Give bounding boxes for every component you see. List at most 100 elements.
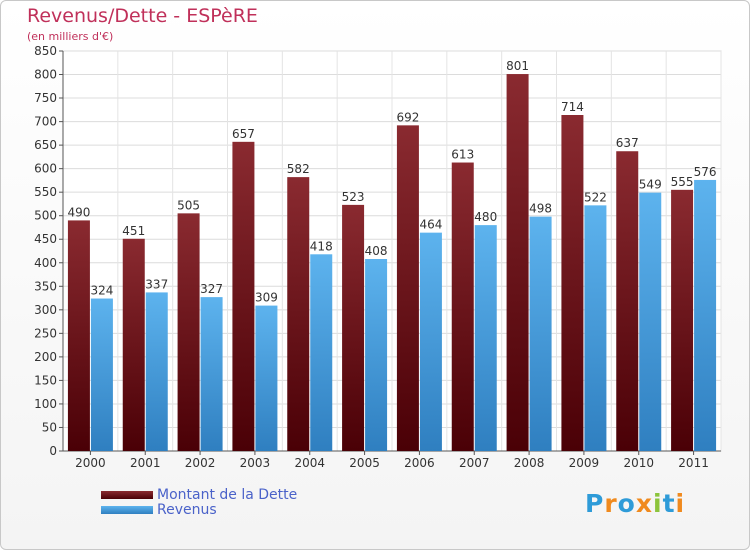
y-tick-label: 800 — [34, 68, 57, 82]
bar-chart: 0 50 100 150 200 250 300 350 400 450 500 550 600 650 7… — [34, 44, 722, 470]
x-tick-label: 2008 — [514, 456, 545, 470]
y-tick-label: 600 — [34, 162, 57, 176]
y-tick-label: 750 — [34, 91, 57, 105]
data-label-dette: 613 — [451, 148, 474, 162]
data-label-dette: 657 — [232, 127, 255, 141]
data-label-revenus: 464 — [419, 218, 442, 232]
data-label-dette: 714 — [561, 100, 584, 114]
logo-letter: o — [617, 489, 636, 518]
bar-dette — [287, 177, 310, 451]
bar-dette — [561, 115, 584, 451]
bar-dette — [67, 220, 90, 451]
legend-swatch-revenus — [101, 505, 153, 514]
data-label-revenus: 498 — [529, 202, 552, 216]
data-label-dette: 637 — [616, 136, 639, 150]
bar-revenus — [145, 292, 168, 451]
legend-swatch-dette — [101, 490, 153, 499]
legend-item-revenus: Revenus — [101, 501, 297, 518]
x-tick-label: 2011 — [678, 456, 709, 470]
x-tick-label: 2005 — [349, 456, 380, 470]
y-tick-label: 450 — [34, 232, 57, 246]
y-tick-label: 400 — [34, 256, 57, 270]
data-label-revenus: 576 — [694, 165, 717, 179]
logo-letter: i — [653, 489, 663, 518]
bar-revenus — [584, 205, 607, 451]
chart-title: Revenus/Dette - ESPèRE — [27, 5, 258, 27]
data-label-dette: 523 — [342, 190, 365, 204]
bar-dette — [671, 189, 694, 451]
legend-label-revenus: Revenus — [157, 501, 217, 518]
bar-dette — [177, 213, 200, 451]
data-label-dette: 801 — [506, 59, 529, 73]
bar-revenus — [200, 297, 223, 451]
y-tick-label: 100 — [34, 397, 57, 411]
y-tick-label: 350 — [34, 279, 57, 293]
bar-dette — [122, 238, 145, 451]
x-tick-label: 2007 — [459, 456, 490, 470]
chart-subtitle: (en milliers d'€) — [27, 30, 114, 43]
x-tick-label: 2000 — [75, 456, 106, 470]
bar-revenus — [529, 216, 552, 451]
bar-revenus — [694, 179, 717, 452]
bar-revenus — [365, 259, 388, 451]
data-label-dette: 582 — [287, 162, 310, 176]
logo-letter: r — [604, 489, 618, 518]
logo-letter: P — [585, 489, 605, 518]
data-label-dette: 505 — [177, 198, 200, 212]
y-tick-label: 850 — [34, 44, 57, 58]
logo-letter: x — [635, 489, 653, 518]
y-tick-label: 0 — [49, 444, 57, 458]
data-label-revenus: 324 — [90, 284, 113, 298]
data-label-revenus: 418 — [310, 239, 333, 253]
bar-revenus — [639, 192, 662, 451]
bars — [67, 74, 717, 452]
axes: 0 50 100 150 200 250 300 350 400 450 500 550 600 650 7… — [34, 44, 721, 470]
y-tick-label: 250 — [34, 326, 57, 340]
data-label-dette: 490 — [67, 205, 90, 219]
bar-revenus — [255, 305, 278, 451]
x-tick-label: 2009 — [569, 456, 600, 470]
data-label-revenus: 480 — [474, 210, 497, 224]
bar-revenus — [474, 225, 497, 451]
data-label-revenus: 522 — [584, 190, 607, 204]
data-label-dette: 692 — [396, 110, 419, 124]
x-tick-label: 2002 — [185, 456, 216, 470]
y-tick-label: 700 — [34, 115, 57, 129]
proxiti-logo: Proxiti — [585, 489, 685, 518]
data-labels: 490 451 505 657 582 523 692 613 801 714 637 555 324 3… — [67, 59, 716, 305]
x-tick-label: 2010 — [623, 456, 654, 470]
data-label-revenus: 327 — [200, 282, 223, 296]
grid-lines — [62, 50, 722, 452]
legend-item-dette: Montant de la Dette — [101, 486, 298, 503]
x-tick-label: 2001 — [130, 456, 161, 470]
bar-dette — [616, 151, 639, 451]
y-tick-label: 50 — [42, 420, 57, 434]
y-tick-label: 650 — [34, 138, 57, 152]
x-tick-label: 2006 — [404, 456, 435, 470]
y-tick-label: 300 — [34, 303, 57, 317]
y-tick-label: 550 — [34, 185, 57, 199]
logo-letter: t — [662, 489, 676, 518]
data-label-dette: 555 — [671, 175, 694, 189]
data-label-revenus: 337 — [145, 277, 168, 291]
y-tick-label: 200 — [34, 350, 57, 364]
y-tick-label: 150 — [34, 373, 57, 387]
data-label-revenus: 309 — [255, 291, 278, 305]
legend: Montant de la Dette Revenus — [101, 486, 298, 518]
bar-dette — [342, 204, 365, 451]
bar-revenus — [419, 232, 442, 451]
bar-revenus — [90, 298, 113, 451]
bar-dette — [396, 125, 419, 452]
data-label-dette: 451 — [122, 224, 145, 238]
bar-dette — [451, 162, 474, 451]
bar-revenus — [310, 254, 333, 451]
legend-label-dette: Montant de la Dette — [157, 486, 298, 503]
data-label-revenus: 549 — [639, 178, 662, 192]
bar-dette — [232, 141, 255, 451]
bar-dette — [506, 74, 529, 451]
y-tick-label: 500 — [34, 209, 57, 223]
x-tick-label: 2003 — [240, 456, 271, 470]
data-label-revenus: 408 — [365, 244, 388, 258]
x-tick-label: 2004 — [294, 456, 325, 470]
